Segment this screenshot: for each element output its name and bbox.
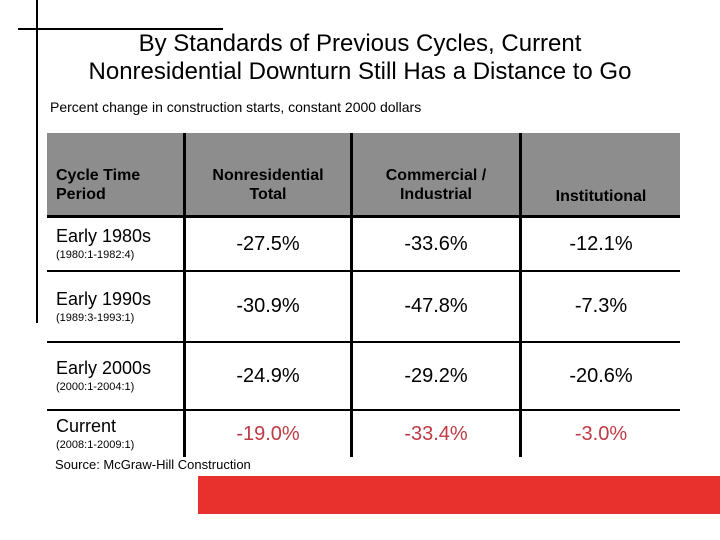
table-cell-value: -12.1% (569, 232, 633, 255)
table-row-label: Early 2000s (2000:1-2004:1) (47, 341, 186, 409)
table-cell-value: -24.9% (186, 341, 353, 409)
table-cell-value: -27.5% (186, 218, 353, 270)
column-header-commercial-industrial: Commercial / Industrial (353, 133, 522, 218)
table-cell-value: -33.6% (353, 218, 522, 270)
column-header-institutional: Institutional (522, 133, 680, 218)
cycle-label: Early 1990s (56, 288, 152, 309)
slide-title: By Standards of Previous Cycles, Current… (0, 30, 720, 86)
cycle-period: (2008:1-2009:1) (56, 439, 135, 451)
source-note: Source: McGraw-Hill Construction (55, 457, 251, 472)
table-row-label: Current (2008:1-2009:1) (47, 409, 186, 457)
cycle-period: (1980:1-1982:4) (56, 249, 135, 261)
table-row-label: Early 1990s (1989:3-1993:1) (47, 270, 186, 341)
cycle-label: Early 1980s (56, 226, 152, 246)
cycle-label: Early 2000s (56, 358, 152, 378)
corner-rule-vertical (36, 0, 38, 323)
table-cell-value-highlight: -3.0% (522, 409, 680, 457)
column-header-cycle-time-period: Cycle Time Period (47, 133, 186, 218)
slide-title-line2: Nonresidential Downturn Still Has a Dist… (88, 58, 632, 85)
cycle-period: (2000:1-2004:1) (56, 381, 135, 393)
table-cell-value: -7.3% (522, 270, 680, 341)
slide-title-line1: By Standards of Previous Cycles, Current (138, 30, 582, 57)
cycle-label: Current (56, 416, 117, 436)
column-header-nonresidential-total: Nonresidential Total (186, 133, 353, 218)
table-cell-value: -20.6% (522, 341, 680, 409)
table-cell-value: -30.9% (186, 270, 353, 341)
accent-bar (198, 476, 720, 514)
cycles-table: Cycle Time Period Nonresidential Total C… (47, 133, 680, 457)
table-cell-value-highlight: -19.0% (186, 409, 353, 457)
table-row-label: Early 1980s (1980:1-1982:4) (47, 218, 186, 270)
table-cell-value: -29.2% (353, 341, 522, 409)
slide-subtitle: Percent change in construction starts, c… (50, 99, 422, 115)
corner-rule-horizontal (18, 28, 223, 30)
table-cell-value: -47.8% (353, 270, 522, 341)
table-cell-value-highlight: -33.4% (353, 409, 522, 457)
cycle-period: (1989:3-1993:1) (56, 311, 135, 324)
